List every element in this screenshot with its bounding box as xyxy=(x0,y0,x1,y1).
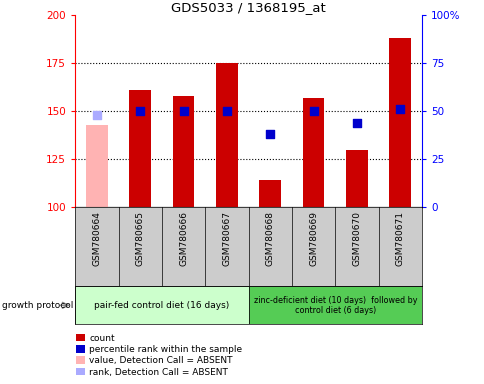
Text: GSM780667: GSM780667 xyxy=(222,211,231,266)
Text: GSM780666: GSM780666 xyxy=(179,211,188,266)
Bar xyxy=(259,180,281,207)
Bar xyxy=(86,125,107,207)
Point xyxy=(93,112,101,118)
Text: GSM780665: GSM780665 xyxy=(136,211,144,266)
Bar xyxy=(172,96,194,207)
Point xyxy=(136,108,144,114)
Bar xyxy=(129,90,151,207)
Bar xyxy=(75,286,248,324)
Point xyxy=(395,106,403,113)
Point xyxy=(309,108,317,114)
Point xyxy=(179,108,187,114)
Text: GSM780664: GSM780664 xyxy=(92,211,101,266)
Legend: count, percentile rank within the sample, value, Detection Call = ABSENT, rank, : count, percentile rank within the sample… xyxy=(75,333,243,377)
Point xyxy=(266,131,273,137)
Title: GDS5033 / 1368195_at: GDS5033 / 1368195_at xyxy=(171,1,325,14)
Text: zinc-deficient diet (10 days)  followed by
control diet (6 days): zinc-deficient diet (10 days) followed b… xyxy=(253,296,416,315)
Text: GSM780669: GSM780669 xyxy=(308,211,318,266)
Bar xyxy=(248,286,421,324)
Bar xyxy=(389,38,410,207)
Bar xyxy=(215,63,237,207)
Text: GSM780670: GSM780670 xyxy=(352,211,361,266)
Text: growth protocol: growth protocol xyxy=(2,301,74,310)
Point xyxy=(352,120,360,126)
Text: pair-fed control diet (16 days): pair-fed control diet (16 days) xyxy=(94,301,229,310)
Bar xyxy=(302,98,324,207)
Point xyxy=(223,108,230,114)
Text: GSM780668: GSM780668 xyxy=(265,211,274,266)
Text: GSM780671: GSM780671 xyxy=(395,211,404,266)
Bar xyxy=(346,150,367,207)
